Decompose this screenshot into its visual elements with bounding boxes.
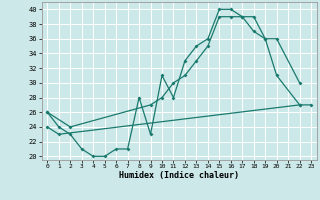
X-axis label: Humidex (Indice chaleur): Humidex (Indice chaleur): [119, 171, 239, 180]
